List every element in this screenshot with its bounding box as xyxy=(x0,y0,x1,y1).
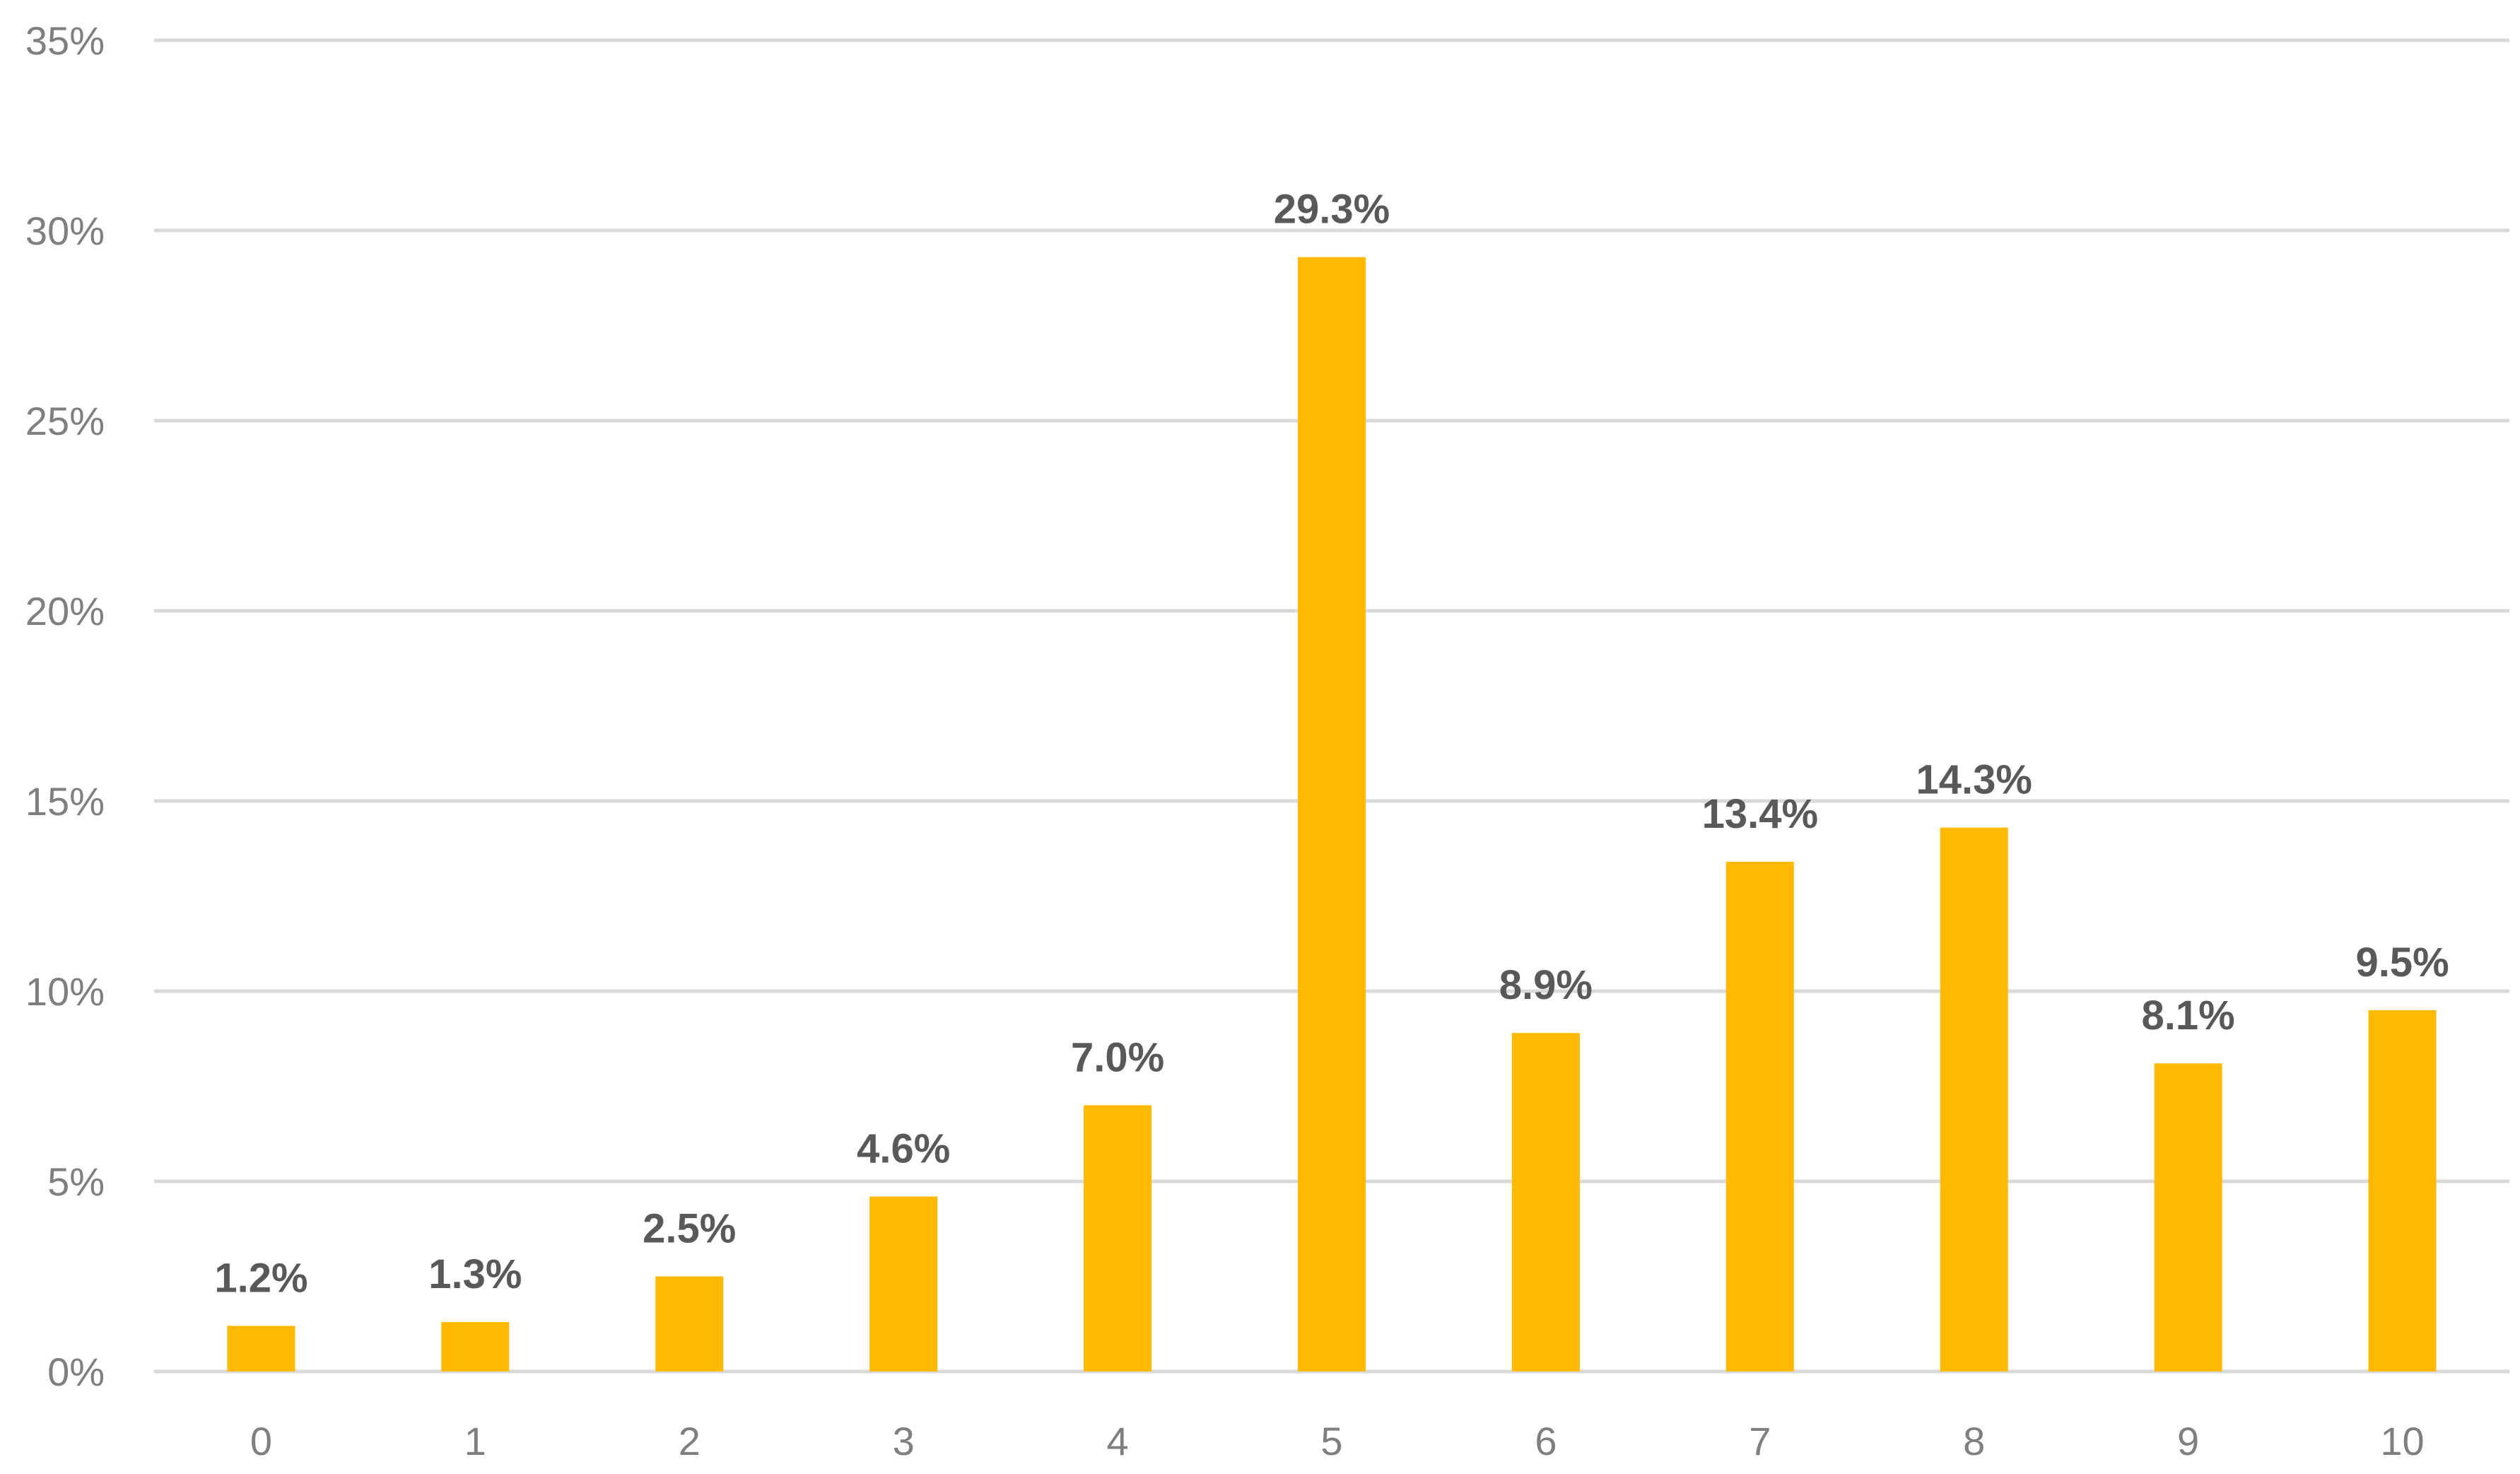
bar-6 xyxy=(1511,1033,1580,1371)
x-tick-label: 4 xyxy=(1107,1419,1129,1463)
y-tick-label: 35% xyxy=(25,18,105,63)
data-label: 1.3% xyxy=(428,1251,522,1297)
x-axis-tick-labels: 0 1 2 3 4 5 6 7 8 9 10 xyxy=(250,1419,2425,1463)
x-tick-label: 1 xyxy=(464,1419,486,1463)
bar-5 xyxy=(1298,257,1366,1371)
y-axis-tick-labels: 0% 5% 10% 15% 20% 25% 30% 35% xyxy=(25,18,105,1394)
bar-3 xyxy=(869,1196,938,1371)
y-tick-label: 30% xyxy=(25,209,105,253)
data-label: 8.1% xyxy=(2142,993,2235,1039)
x-tick-label: 6 xyxy=(1535,1419,1557,1463)
y-tick-label: 15% xyxy=(25,779,105,824)
bar-2 xyxy=(655,1276,724,1371)
x-tick-label: 0 xyxy=(250,1419,272,1463)
data-label: 29.3% xyxy=(1274,187,1390,233)
bars xyxy=(227,257,2437,1371)
data-label: 8.9% xyxy=(1499,962,1593,1008)
data-label: 2.5% xyxy=(643,1206,736,1252)
x-tick-label: 8 xyxy=(1963,1419,1985,1463)
x-tick-label: 5 xyxy=(1320,1419,1342,1463)
data-labels: 1.2% 1.3% 2.5% 4.6% 7.0% 29.3% 8.9% 13.4% 14.3% 8… xyxy=(214,187,2449,1302)
bar-4 xyxy=(1084,1105,1152,1371)
bar-1 xyxy=(441,1322,510,1371)
y-tick-label: 5% xyxy=(47,1159,105,1204)
x-tick-label: 7 xyxy=(1749,1419,1771,1463)
data-label: 7.0% xyxy=(1071,1034,1164,1080)
bar-10 xyxy=(2368,1010,2437,1371)
y-tick-label: 20% xyxy=(25,589,105,633)
bar-0 xyxy=(227,1326,295,1371)
bar-9 xyxy=(2154,1063,2222,1371)
data-label: 14.3% xyxy=(1916,757,2032,803)
y-tick-label: 10% xyxy=(25,969,105,1014)
x-tick-label: 3 xyxy=(893,1419,915,1463)
data-label: 4.6% xyxy=(857,1126,950,1172)
x-tick-label: 2 xyxy=(679,1419,701,1463)
y-tick-label: 25% xyxy=(25,399,105,443)
data-label: 13.4% xyxy=(1702,791,1818,837)
x-tick-label: 10 xyxy=(2380,1419,2424,1463)
data-label: 1.2% xyxy=(214,1255,307,1301)
x-tick-label: 9 xyxy=(2177,1419,2199,1463)
data-label: 9.5% xyxy=(2355,940,2449,985)
bar-7 xyxy=(1725,862,1794,1371)
bar-8 xyxy=(1940,827,2008,1371)
y-tick-label: 0% xyxy=(47,1350,105,1394)
